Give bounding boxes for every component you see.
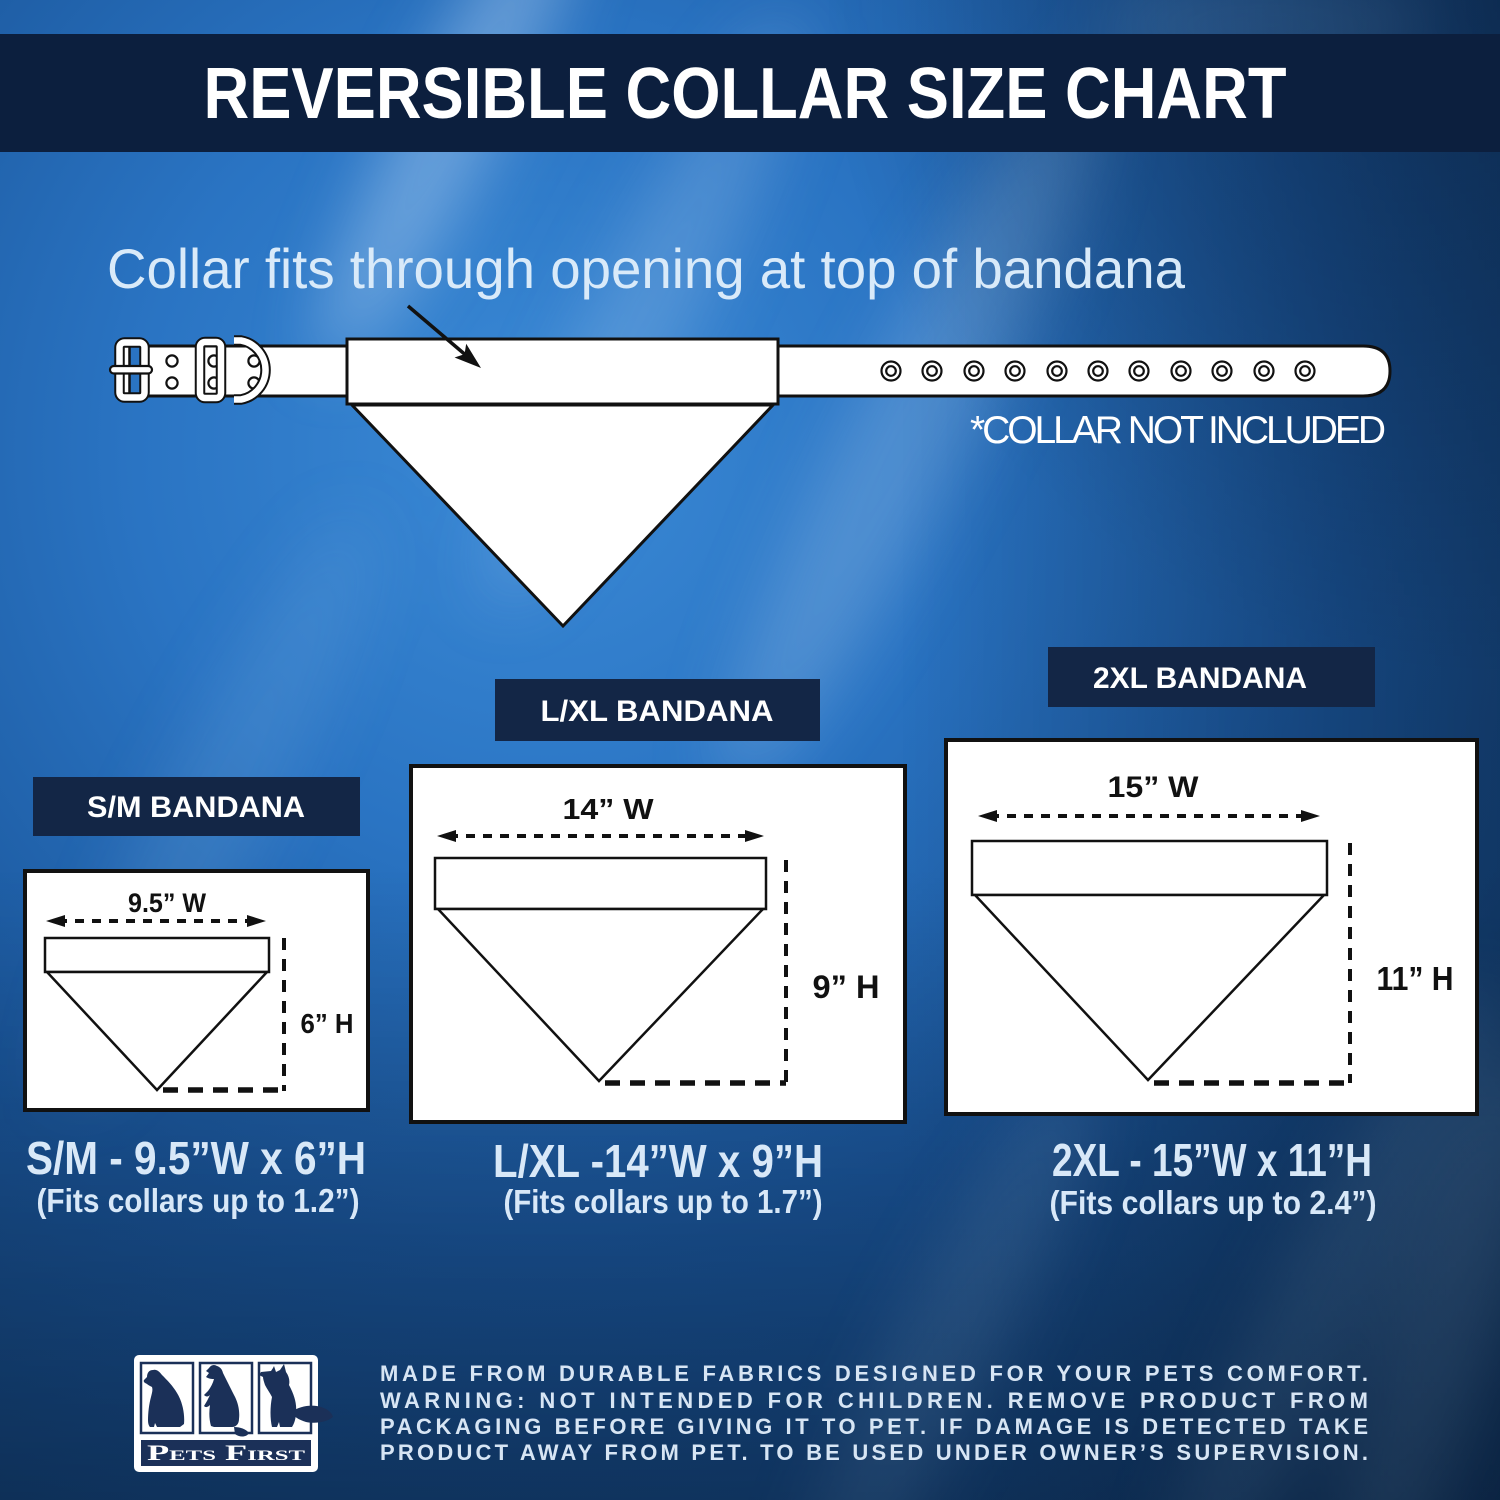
svg-text:14” W: 14” W xyxy=(563,794,655,826)
svg-text:15” W: 15” W xyxy=(1108,771,1200,804)
svg-text:L/XL BANDANA: L/XL BANDANA xyxy=(541,695,774,728)
svg-text:S/M - 9.5”W x 6”H: S/M - 9.5”W x 6”H xyxy=(26,1132,366,1184)
svg-text:REVERSIBLE COLLAR SIZE CHART: REVERSIBLE COLLAR SIZE CHART xyxy=(204,54,1287,134)
svg-text:L/XL -14”W x 9”H: L/XL -14”W x 9”H xyxy=(493,1135,823,1187)
svg-text:(Fits collars up to 2.4”): (Fits collars up to 2.4”) xyxy=(1050,1184,1377,1221)
svg-text:Collar fits through opening at: Collar fits through opening at top of ba… xyxy=(107,237,1186,300)
svg-text:9” H: 9” H xyxy=(813,969,880,1005)
svg-text:6” H: 6” H xyxy=(301,1008,354,1039)
svg-text:(Fits collars up to 1.7”): (Fits collars up to 1.7”) xyxy=(504,1183,823,1220)
svg-text:(Fits collars up to 1.2”): (Fits collars up to 1.2”) xyxy=(37,1182,360,1219)
svg-text:11” H: 11” H xyxy=(1377,960,1454,997)
svg-text:2XL BANDANA: 2XL BANDANA xyxy=(1093,662,1307,695)
svg-text:9.5” W: 9.5” W xyxy=(128,888,206,918)
svg-text:*COLLAR NOT INCLUDED: *COLLAR NOT INCLUDED xyxy=(970,409,1386,452)
svg-text:2XL - 15”W x 11”H: 2XL - 15”W x 11”H xyxy=(1052,1134,1372,1186)
svg-text:MADE FROM DURABLE FABRICS DESI: MADE FROM DURABLE FABRICS DESIGNED FOR Y… xyxy=(380,1361,1368,1386)
svg-text:Pets First: Pets First xyxy=(147,1440,305,1465)
svg-text:PRODUCT AWAY FROM PET. TO BE U: PRODUCT AWAY FROM PET. TO BE USED UNDER … xyxy=(380,1440,1368,1465)
svg-text:S/M BANDANA: S/M BANDANA xyxy=(87,791,305,824)
svg-text:PACKAGING BEFORE GIVING IT TO: PACKAGING BEFORE GIVING IT TO PET. IF DA… xyxy=(380,1414,1368,1439)
